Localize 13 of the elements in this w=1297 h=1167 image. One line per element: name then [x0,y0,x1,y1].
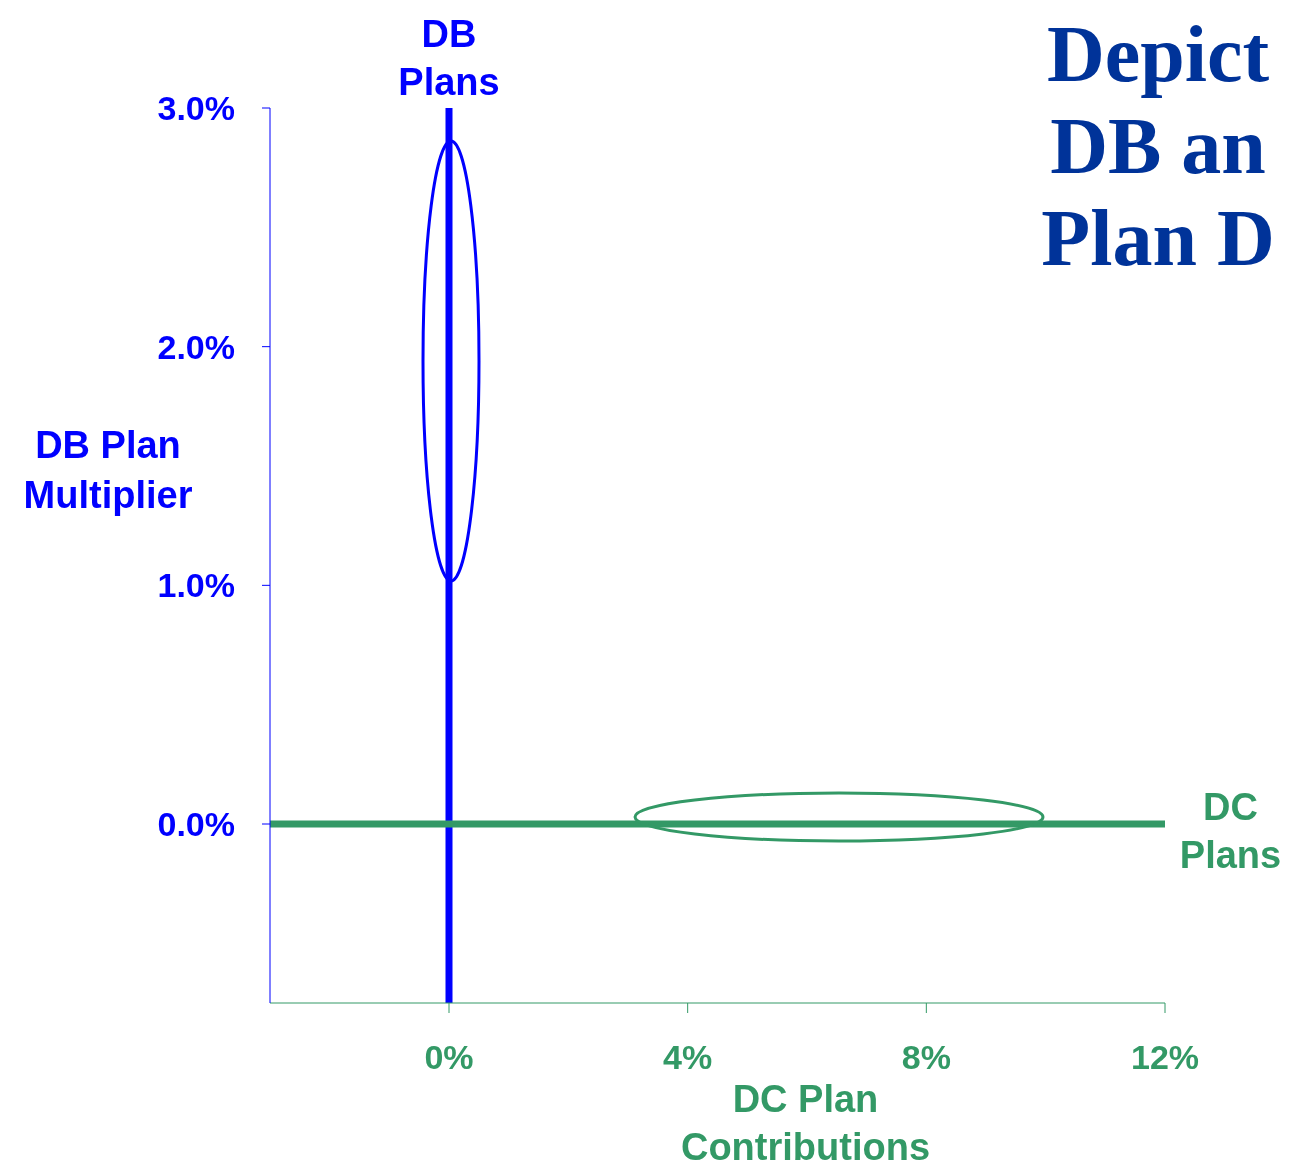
x-axis-title: DC Plan Contributions [679,1077,932,1167]
y-tick-label: 1.0% [157,566,235,605]
y-axis-title: DB Plan Multiplier [22,423,194,518]
series-label: DC Plans [1178,785,1283,878]
series-label: DB Plans [397,12,501,105]
chart-title: Depict DB an Plan D [1040,9,1276,284]
y-tick-label: 3.0% [157,89,235,128]
x-tick-label: 4% [663,1038,713,1077]
y-tick-label: 0.0% [157,805,235,844]
x-tick-label: 12% [1130,1038,1200,1077]
y-tick-label: 2.0% [157,327,235,366]
x-tick-label: 8% [901,1038,951,1077]
x-tick-label: 0% [424,1038,474,1077]
